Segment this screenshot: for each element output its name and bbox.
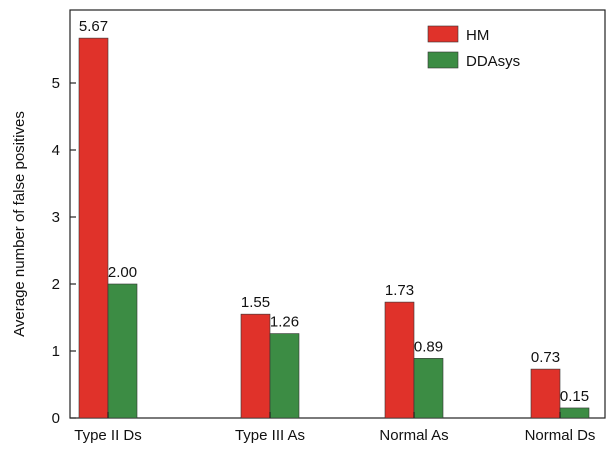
data-label-ddasys-3: 0.15 — [560, 388, 589, 405]
x-tick-label: Normal As — [379, 427, 448, 444]
data-label-hm-1: 1.55 — [241, 294, 270, 311]
data-label-hm-0: 5.67 — [79, 18, 108, 35]
y-tick-label: 1 — [52, 343, 60, 360]
data-label-hm-2: 1.73 — [385, 282, 414, 299]
legend-label-ddasys: DDAsys — [466, 53, 520, 70]
y-tick-label: 4 — [52, 142, 60, 159]
y-tick-label: 0 — [52, 410, 60, 427]
data-label-hm-3: 0.73 — [531, 349, 560, 366]
data-labels-group: 5.67 2.00 1.551.26 1.73 0.89 0.73 0.15 — [79, 18, 589, 405]
legend-swatch-hm — [427, 25, 459, 43]
x-axis: Type II Ds Type III As Normal As Normal Ds — [74, 412, 595, 444]
legend-label-hm: HM — [466, 27, 489, 44]
data-label-ddasys-0: 2.00 — [108, 264, 137, 281]
bars-group — [78, 37, 590, 419]
data-label-ddasys-1: 1.26 — [270, 314, 299, 331]
bar-hm-0 — [78, 37, 109, 419]
y-tick-label: 2 — [52, 276, 60, 293]
legend: HM DDAsys — [427, 25, 520, 70]
bar-ddasys-0 — [107, 283, 138, 419]
x-tick-label: Normal Ds — [525, 427, 596, 444]
bar-hm-1 — [240, 313, 271, 419]
y-axis-title: Average number of false positives — [11, 111, 28, 337]
plot-area-border — [69, 9, 606, 419]
bar-ddasys-3 — [559, 407, 590, 419]
bar-ddasys-1 — [269, 333, 300, 419]
y-axis: 0 1 2 3 4 5 — [52, 75, 76, 427]
y-tick-label: 3 — [52, 209, 60, 226]
bar-hm-2 — [384, 301, 415, 419]
bar-hm-3 — [530, 368, 561, 419]
bar-ddasys-2 — [413, 358, 444, 419]
data-label-ddasys-2: 0.89 — [414, 338, 443, 355]
plot-frame — [69, 9, 606, 419]
x-tick-label: Type III As — [235, 427, 305, 444]
x-tick-label: Type II Ds — [74, 427, 142, 444]
y-tick-label: 5 — [52, 75, 60, 92]
legend-swatch-ddasys — [427, 51, 459, 69]
